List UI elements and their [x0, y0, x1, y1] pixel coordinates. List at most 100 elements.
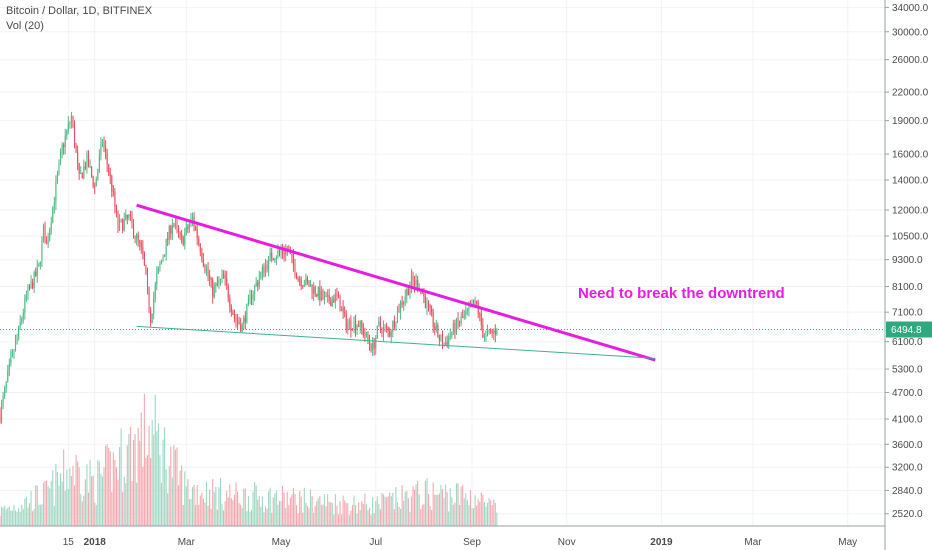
candle-body [423, 293, 425, 297]
candle-body [319, 287, 321, 301]
volume-bar [195, 504, 197, 526]
candle-body [119, 220, 121, 229]
candle-body [491, 331, 493, 333]
lower-trendline[interactable] [136, 325, 656, 359]
candle-body [320, 290, 322, 301]
candle-body [459, 322, 461, 324]
candle-body [198, 238, 200, 244]
candle-body [143, 252, 145, 265]
candle-body [454, 323, 456, 334]
trendlines[interactable] [136, 203, 656, 362]
volume-bar [348, 515, 350, 526]
candle-body [60, 152, 62, 163]
candle-body [311, 284, 313, 294]
volume-bar [305, 502, 307, 526]
volume-bar [224, 501, 226, 526]
volume-bar [98, 461, 100, 526]
volume-bar [14, 510, 17, 526]
price-tick-label: 2520.0 [892, 509, 923, 520]
volume-bar [390, 496, 392, 526]
volume-bar [108, 447, 110, 526]
candle-body [449, 335, 451, 337]
time-axis[interactable]: 15 2018 Mar May Jul Sep Nov 2019 Mar May [0, 525, 885, 548]
volume-bar [209, 489, 211, 526]
candle-body [396, 310, 399, 323]
candle-body [22, 312, 24, 319]
price-tick-label: 16000.0 [892, 150, 929, 161]
volume-bar [291, 494, 293, 526]
volume-bar [362, 503, 364, 526]
candle-body [157, 267, 159, 274]
candle-body [109, 173, 111, 177]
candle-body [337, 294, 340, 296]
candle-body [356, 325, 358, 330]
volume-bar [325, 506, 327, 526]
volume-bar [297, 513, 299, 526]
candle-body [221, 274, 223, 279]
volume-bar [229, 484, 231, 526]
candle-body [196, 229, 198, 239]
volume-bar [432, 482, 434, 526]
candle-body [296, 275, 298, 279]
volume-bar [86, 464, 88, 526]
candle-body [283, 253, 285, 255]
candle-body [348, 320, 350, 324]
volume-bar [78, 467, 80, 526]
volume-bar [173, 445, 175, 526]
upper-trendline[interactable] [136, 203, 656, 362]
candle-body [80, 173, 82, 175]
volume-bar [347, 503, 349, 526]
volume-bar [24, 498, 26, 526]
candle-body [339, 295, 341, 312]
volume-bar [269, 487, 271, 526]
volume-bar [460, 486, 462, 526]
annotation-text[interactable]: Need to break the downtrend [578, 285, 785, 302]
volume-bar [232, 500, 234, 526]
volume-bar [491, 505, 493, 526]
candle-body [146, 274, 149, 287]
volume-bar [387, 496, 389, 526]
volume-bar [309, 489, 312, 526]
candle-body [115, 206, 117, 212]
candle-body [30, 281, 32, 289]
candle-body [466, 309, 468, 311]
volume-bar [218, 487, 220, 526]
candle-body [103, 142, 105, 147]
candle-body [263, 266, 265, 274]
candle-body [209, 275, 211, 280]
volume-bar [207, 505, 209, 526]
price-tick-label: 34000.0 [892, 3, 929, 14]
symbol-title[interactable]: Bitcoin / Dollar, 1D, BITFINEX [6, 5, 153, 17]
volume-bar [63, 449, 65, 526]
candle-body [465, 310, 467, 315]
candle-body [309, 284, 312, 287]
volume-bar [271, 512, 273, 526]
candle-body [367, 332, 369, 340]
candle-body [140, 243, 142, 248]
volume-bar [21, 505, 23, 526]
candle-body [21, 318, 23, 323]
time-tick-label: Mar [744, 537, 762, 548]
candle-body [299, 278, 301, 280]
volume-bar [193, 484, 195, 526]
volume-bar [182, 505, 184, 526]
volume-indicator-label[interactable]: Vol (20) [6, 20, 44, 32]
volume-bar [125, 483, 127, 526]
volume-bar [258, 495, 260, 526]
candle-body [229, 298, 231, 307]
volume-bar [134, 434, 136, 526]
volume-bar [25, 496, 27, 526]
volume-bar [56, 472, 58, 526]
candle-body [414, 281, 416, 286]
candle-body [302, 285, 304, 287]
candle-body [280, 251, 282, 253]
volume-bar [353, 495, 355, 526]
candle-body [300, 279, 302, 286]
candle-body [358, 325, 360, 327]
candle-body [224, 275, 226, 279]
candle-body [75, 146, 77, 153]
candle-body [49, 229, 51, 241]
